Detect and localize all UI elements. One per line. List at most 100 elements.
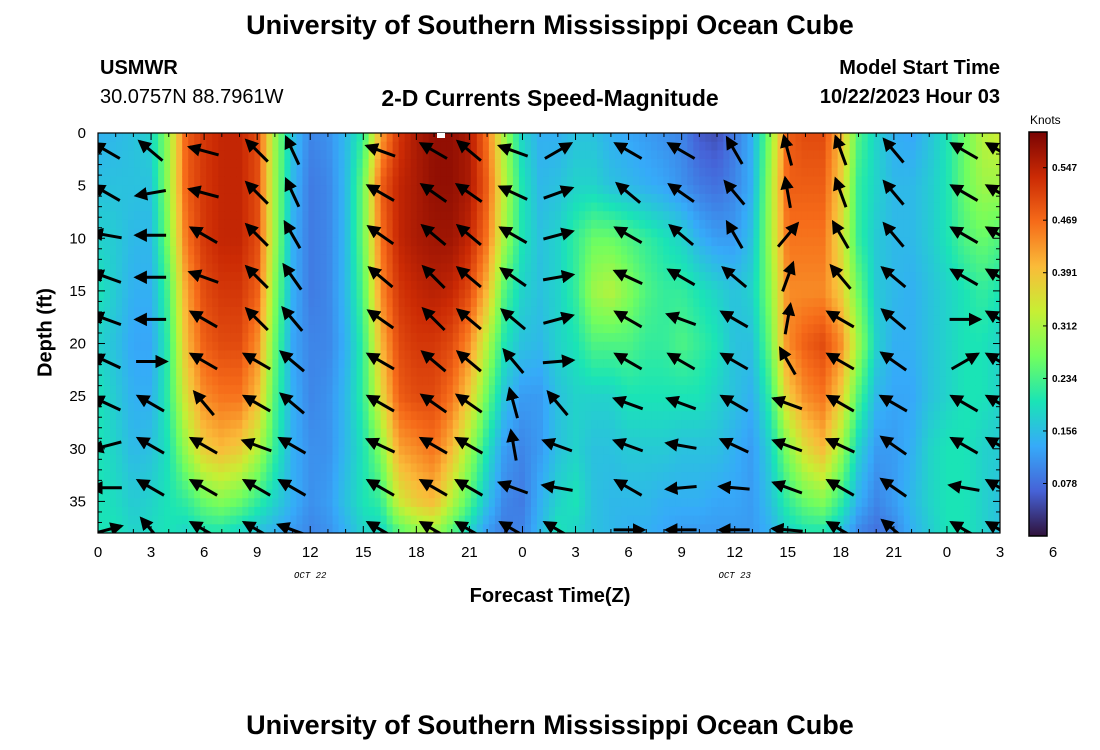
heatmap-cell [530,480,538,491]
heatmap-cell [711,185,718,195]
heatmap-cell [356,133,364,143]
heatmap-cell [410,280,418,291]
heatmap-cell [597,219,604,230]
heatmap-cell [200,385,207,395]
heatmap-cell [110,263,117,273]
heatmap-cell [218,202,225,212]
heatmap-cell [308,211,316,221]
heatmap-cell [446,202,454,212]
heatmap-cell [603,289,610,299]
heatmap-cell [272,376,279,386]
heatmap-cell [549,306,556,317]
heatmap-cell [585,280,592,291]
heatmap-cell [374,419,382,430]
heatmap-cell [254,246,261,256]
heatmap-cell [362,298,370,308]
heatmap-cell [134,298,141,308]
heatmap-cell [549,385,556,395]
heatmap-cell [152,159,159,169]
heatmap-cell [494,133,502,143]
heatmap-cell [170,498,177,508]
heatmap-cell [555,219,562,230]
heatmap-cell [597,506,604,517]
heatmap-cell [260,298,267,308]
heatmap-cell [242,246,249,256]
heatmap-cell [374,289,382,299]
heatmap-cell [170,472,177,482]
heatmap-cell [218,498,225,508]
heatmap-cell [302,280,310,291]
heatmap-cell [735,498,743,508]
heatmap-cell [362,280,370,291]
heatmap-cell [609,367,616,378]
heatmap-cell [729,324,737,334]
heatmap-cell [681,280,688,291]
heatmap-cell [699,454,706,465]
heatmap-cell [500,506,508,517]
heatmap-cell [741,437,749,447]
heatmap-cell [392,133,400,143]
heatmap-cell [597,280,604,291]
heatmap-cell [530,185,538,195]
heatmap-cell [585,159,592,169]
heatmap-cell [362,463,370,473]
heatmap-cell [446,446,454,456]
heatmap-cell [494,515,502,525]
heatmap-cell [368,419,376,430]
heatmap-cell [440,402,448,412]
heatmap-cell [98,367,105,378]
heatmap-cell [675,376,682,386]
heatmap-cell [609,263,616,273]
heatmap-cell [272,350,279,360]
heatmap-cell [272,289,279,299]
heatmap-cell [350,315,358,325]
heatmap-cell [579,515,586,525]
heatmap-cell [98,515,105,525]
heatmap-cell [134,237,141,247]
heatmap-cell [284,202,292,212]
heatmap-cell [110,463,117,473]
heatmap-cell [158,419,165,430]
heatmap-cell [122,419,129,430]
heatmap-cell [170,150,177,160]
heatmap-cell [320,254,328,265]
heatmap-cell [254,359,261,369]
heatmap-cell [290,133,298,143]
heatmap-cell [591,272,598,282]
heatmap-cell [326,454,334,465]
heatmap-cell [741,237,749,247]
heatmap-cell [152,376,159,386]
heatmap-cell [380,376,388,386]
heatmap-cell [615,133,622,143]
heatmap-cell [242,472,249,482]
heatmap-cell [350,167,358,178]
heatmap-cell [200,428,207,438]
heatmap-cell [585,524,592,533]
heatmap-cell [164,263,171,273]
heatmap-cell [398,515,406,525]
heatmap-cell [284,506,292,517]
heatmap-cell [711,419,718,430]
heatmap-cell [326,393,334,404]
heatmap-cell [621,419,628,430]
heatmap-cell [687,219,694,230]
heatmap-cell [200,193,207,204]
heatmap-cell [194,515,201,525]
heatmap-cell [218,393,225,404]
heatmap-cell [392,315,400,325]
heatmap-cell [290,211,298,221]
heatmap-cell [542,411,550,421]
heatmap-cell [338,193,346,204]
heatmap-cell [104,159,111,169]
heatmap-cell [741,359,749,369]
heatmap-cell [188,419,195,430]
heatmap-cell [254,393,261,404]
heatmap-cell [530,133,538,143]
heatmap-cell [663,237,670,247]
heatmap-cell [681,324,688,334]
heatmap-cell [735,289,743,299]
heatmap-cell [230,159,237,169]
heatmap-cell [278,446,286,456]
heatmap-cell [404,141,412,151]
heatmap-cell [723,385,730,395]
